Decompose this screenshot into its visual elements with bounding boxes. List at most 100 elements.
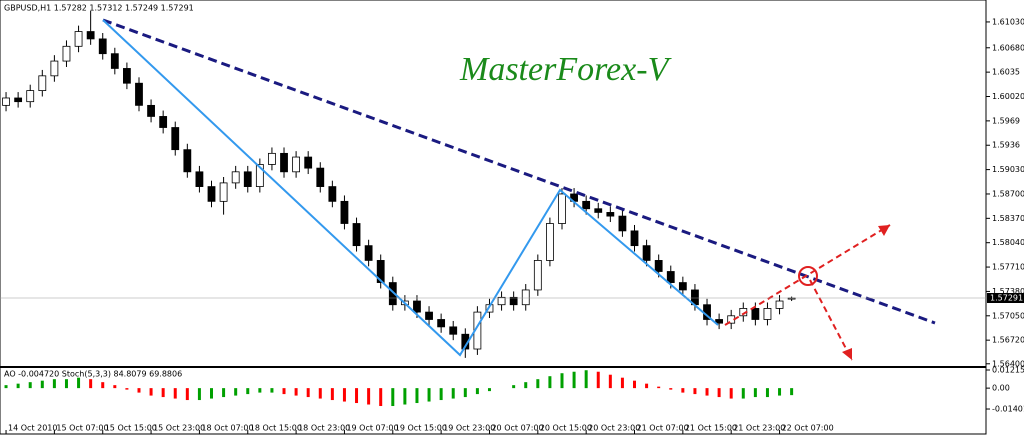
candle-body xyxy=(195,171,204,187)
candle-body xyxy=(642,245,651,261)
x-tick-label: 22 Oct 07:00 xyxy=(782,424,834,433)
candle-body xyxy=(123,68,131,84)
candle-body xyxy=(775,300,784,309)
candle-body xyxy=(352,223,361,247)
y-tick-label: -0.014016 xyxy=(992,405,1024,414)
x-tick-label: 15 Oct 07:00 xyxy=(56,424,108,433)
candle-body xyxy=(14,97,23,103)
candle-body xyxy=(364,245,373,261)
candle-body xyxy=(62,45,71,62)
x-tick-label: 21 Oct 15:00 xyxy=(685,424,737,433)
x-tick-label: 19 Oct 07:00 xyxy=(346,424,398,433)
y-tick-label: 1.57050 xyxy=(992,311,1024,320)
x-tick-label: 15 Oct 15:00 xyxy=(105,424,157,433)
candle-body xyxy=(340,200,349,224)
x-tick-label: 19 Oct 23:00 xyxy=(443,424,495,433)
candle-body xyxy=(582,200,591,210)
candle-body xyxy=(558,193,566,224)
x-tick-label: 20 Oct 15:00 xyxy=(540,424,592,433)
candle-body xyxy=(2,97,10,106)
y-tick-label: 1.58040 xyxy=(992,238,1024,247)
candle-body xyxy=(316,167,325,187)
candle-body xyxy=(497,296,506,306)
candle-body xyxy=(546,223,554,261)
candle-body xyxy=(183,149,192,173)
candle-body xyxy=(328,186,337,202)
candle-body xyxy=(292,156,301,173)
candle-body xyxy=(606,212,615,217)
arrow-up xyxy=(724,224,891,326)
last-price-label: 1.57291 xyxy=(990,293,1023,302)
candle-body xyxy=(449,326,458,335)
candle-body xyxy=(437,319,446,328)
x-tick-label: 19 Oct 15:00 xyxy=(395,424,447,433)
candle-body xyxy=(280,152,288,173)
candle-body xyxy=(171,127,180,151)
candle-body xyxy=(654,260,663,272)
y-tick-label: 1.56400 xyxy=(992,359,1024,368)
x-tick-label: 21 Oct 23:00 xyxy=(733,424,785,433)
candle-body xyxy=(521,289,530,306)
candle-body xyxy=(50,60,59,77)
y-tick-label: 1.56720 xyxy=(992,336,1024,345)
x-tick-label: 15 Oct 23:00 xyxy=(153,424,205,433)
candles xyxy=(2,10,796,358)
candle-body xyxy=(388,282,397,306)
candle-body xyxy=(207,186,216,202)
candle-body xyxy=(243,171,252,187)
plot-frame xyxy=(0,0,987,435)
y-tick-label: 0.012156 xyxy=(992,366,1024,375)
arrow-head xyxy=(842,348,852,360)
candle-body xyxy=(38,75,47,92)
candle-body xyxy=(509,296,518,306)
candle-body xyxy=(304,156,313,169)
y-tick-label: 1.61030 xyxy=(992,17,1024,26)
candle-body xyxy=(219,182,228,202)
symbol-header: GBPUSD,H1 1.57282 1.57312 1.57249 1.5729… xyxy=(4,4,194,13)
candle-body xyxy=(86,31,95,40)
y-tick-label: 1.58370 xyxy=(992,214,1024,223)
y-tick-label: 1.58700 xyxy=(992,189,1024,198)
arrow-down xyxy=(809,279,853,361)
y-tick-label: 1.6035 xyxy=(992,68,1020,77)
candle-body xyxy=(98,38,107,55)
candle-body xyxy=(618,215,627,232)
candle-body xyxy=(135,82,143,106)
candle-body xyxy=(74,31,83,47)
candle-body xyxy=(110,53,119,69)
y-tick-label: 1.57710 xyxy=(992,263,1024,272)
candle-body xyxy=(594,208,603,213)
candle-body xyxy=(231,171,240,184)
marker-circle xyxy=(798,266,818,286)
candle-body xyxy=(147,104,155,117)
x-tick-label: 18 Oct 15:00 xyxy=(250,424,302,433)
watermark-title: MasterForex-V xyxy=(459,51,673,88)
candle-body xyxy=(533,260,542,291)
candle-body xyxy=(376,260,385,283)
x-tick-label: 20 Oct 07:00 xyxy=(491,424,543,433)
candle-body xyxy=(255,164,264,187)
candle-body xyxy=(678,282,687,291)
drawings xyxy=(102,18,936,361)
candle-body xyxy=(630,230,639,247)
y-tick-label: 1.60020 xyxy=(992,92,1024,101)
y-tick-label: 1.60680 xyxy=(992,43,1024,52)
trend-line xyxy=(102,18,936,325)
y-tick-label: 1.5936 xyxy=(992,141,1020,150)
x-tick-label: 14 Oct 2010 xyxy=(8,424,57,433)
candle-body xyxy=(425,311,433,320)
candle-body xyxy=(763,308,772,320)
candle-body xyxy=(26,90,35,103)
x-tick-label: 20 Oct 23:00 xyxy=(588,424,640,433)
last-price-box xyxy=(987,292,1024,303)
candle-body xyxy=(715,319,724,324)
zigzag-line xyxy=(102,19,719,357)
y-tick-label: 1.59030 xyxy=(992,165,1024,174)
candle-body xyxy=(751,308,760,320)
x-tick-label: 18 Oct 07:00 xyxy=(201,424,253,433)
x-tick-label: 21 Oct 07:00 xyxy=(637,424,689,433)
candle-body xyxy=(413,300,421,313)
y-tick-label: 1.5969 xyxy=(992,116,1020,125)
